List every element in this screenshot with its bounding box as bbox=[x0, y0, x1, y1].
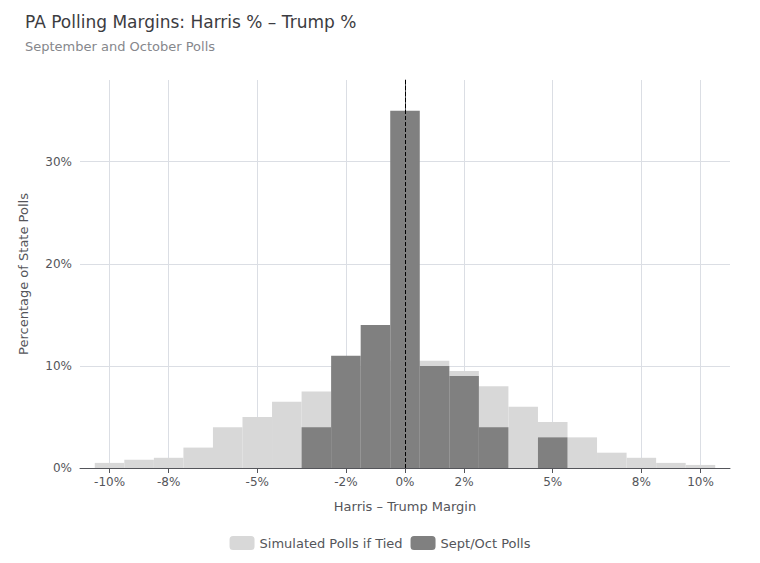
svg-text:5%: 5% bbox=[543, 475, 562, 489]
svg-text:20%: 20% bbox=[45, 257, 72, 271]
svg-text:-2%: -2% bbox=[334, 475, 357, 489]
svg-text:30%: 30% bbox=[45, 155, 72, 169]
svg-text:0%: 0% bbox=[53, 461, 72, 475]
svg-text:Sept/Oct Polls: Sept/Oct Polls bbox=[441, 536, 531, 551]
svg-text:2%: 2% bbox=[455, 475, 474, 489]
svg-text:Percentage of State Polls: Percentage of State Polls bbox=[16, 193, 31, 355]
svg-text:0%: 0% bbox=[395, 475, 414, 489]
svg-text:-8%: -8% bbox=[157, 475, 180, 489]
svg-text:Simulated Polls if Tied: Simulated Polls if Tied bbox=[260, 536, 403, 551]
svg-text:-10%: -10% bbox=[94, 475, 125, 489]
svg-text:September and October Polls: September and October Polls bbox=[25, 39, 215, 54]
svg-text:Harris – Trump Margin: Harris – Trump Margin bbox=[334, 499, 476, 514]
svg-text:-5%: -5% bbox=[246, 475, 269, 489]
svg-text:10%: 10% bbox=[687, 475, 714, 489]
svg-text:PA Polling Margins: Harris % –: PA Polling Margins: Harris % – Trump % bbox=[25, 12, 356, 32]
svg-text:10%: 10% bbox=[45, 359, 72, 373]
svg-text:8%: 8% bbox=[632, 475, 651, 489]
